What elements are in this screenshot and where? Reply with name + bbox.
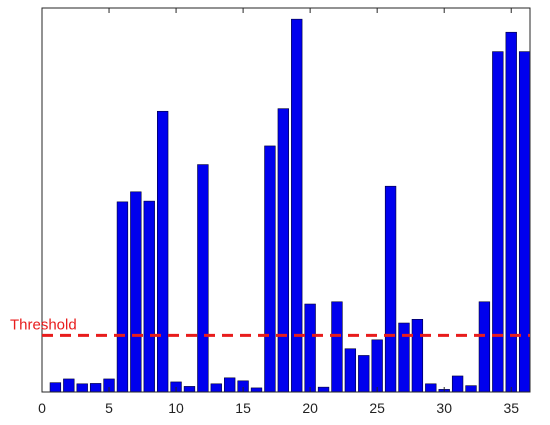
bar-11 xyxy=(183,386,196,393)
bar-12 xyxy=(197,164,209,393)
bar-31 xyxy=(451,375,464,393)
x-tick-label: 10 xyxy=(168,400,184,416)
bar-13 xyxy=(210,383,222,393)
bar-32 xyxy=(465,385,477,393)
bar-4 xyxy=(89,383,102,393)
x-tick-label: 0 xyxy=(38,400,46,416)
bar-series xyxy=(49,18,531,393)
bar-24 xyxy=(358,355,370,393)
bar-27 xyxy=(398,322,410,393)
x-axis-ticks: 0 5 10 15 20 25 30 35 xyxy=(38,8,519,416)
bar-18 xyxy=(277,108,289,393)
threshold-label: Threshold xyxy=(10,316,77,333)
x-tick-label: 25 xyxy=(369,400,385,416)
bar-35 xyxy=(505,31,517,393)
bar-22 xyxy=(331,301,343,393)
x-tick-label: 15 xyxy=(235,400,251,416)
threshold-group: Threshold xyxy=(10,316,530,337)
bar-34 xyxy=(492,51,504,393)
axes xyxy=(41,7,531,393)
x-tick-label: 35 xyxy=(503,400,519,416)
bar-8 xyxy=(143,200,155,393)
x-tick-label: 5 xyxy=(105,400,113,416)
bar-7 xyxy=(130,191,142,393)
x-tick-label: 20 xyxy=(302,400,318,416)
bar-23 xyxy=(344,348,357,393)
bar-2 xyxy=(63,378,75,393)
plot-frame xyxy=(41,7,531,393)
bar-1 xyxy=(49,382,62,393)
bar-28 xyxy=(411,318,424,393)
bar-29 xyxy=(425,383,437,393)
bar-9 xyxy=(157,110,169,393)
bar-3 xyxy=(76,383,88,393)
x-tick-label: 30 xyxy=(436,400,452,416)
bar-33 xyxy=(478,301,491,393)
bar-26 xyxy=(384,185,397,393)
bar-21 xyxy=(317,386,330,393)
bar-20 xyxy=(304,303,316,393)
bar-25 xyxy=(371,339,383,393)
bar-16 xyxy=(250,387,263,393)
bar-17 xyxy=(264,145,276,393)
bar-14 xyxy=(224,377,236,393)
bar-6 xyxy=(116,201,129,393)
bar-36 xyxy=(518,51,531,393)
